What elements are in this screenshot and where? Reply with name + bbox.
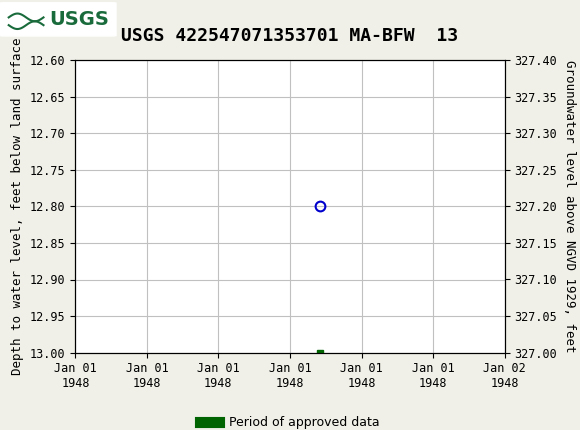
FancyBboxPatch shape: [0, 3, 116, 36]
Legend: Period of approved data: Period of approved data: [195, 411, 385, 430]
Y-axis label: Depth to water level, feet below land surface: Depth to water level, feet below land su…: [12, 38, 24, 375]
Text: USGS: USGS: [49, 10, 109, 29]
Y-axis label: Groundwater level above NGVD 1929, feet: Groundwater level above NGVD 1929, feet: [563, 60, 575, 353]
Text: USGS 422547071353701 MA-BFW  13: USGS 422547071353701 MA-BFW 13: [121, 27, 459, 45]
